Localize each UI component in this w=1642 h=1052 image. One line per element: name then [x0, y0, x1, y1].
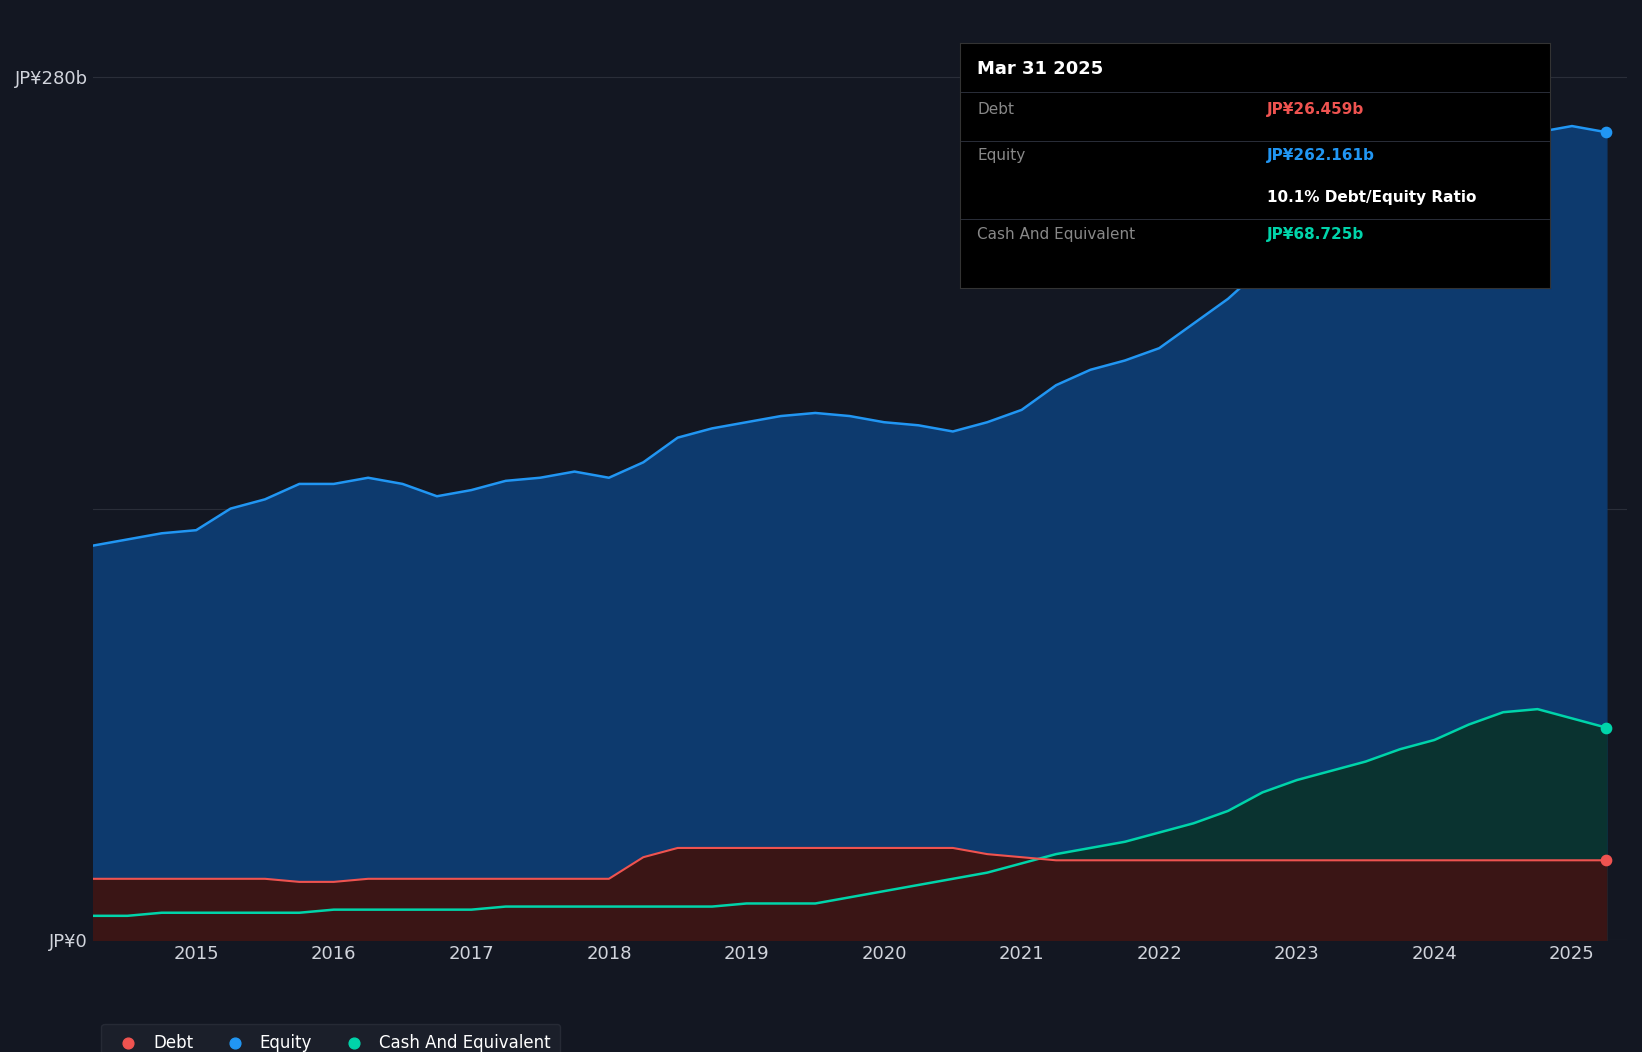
- Text: Debt: Debt: [977, 102, 1015, 117]
- Point: [1593, 124, 1619, 141]
- Text: Mar 31 2025: Mar 31 2025: [977, 60, 1103, 78]
- Text: Cash And Equivalent: Cash And Equivalent: [977, 227, 1136, 242]
- Text: 10.1% Debt/Equity Ratio: 10.1% Debt/Equity Ratio: [1268, 190, 1476, 205]
- Point: [1593, 852, 1619, 869]
- Text: Equity: Equity: [977, 148, 1026, 163]
- Text: JP¥26.459b: JP¥26.459b: [1268, 102, 1365, 117]
- Point: [1593, 720, 1619, 736]
- Legend: Debt, Equity, Cash And Equivalent: Debt, Equity, Cash And Equivalent: [102, 1024, 560, 1052]
- Text: JP¥262.161b: JP¥262.161b: [1268, 148, 1374, 163]
- Text: JP¥68.725b: JP¥68.725b: [1268, 227, 1365, 242]
